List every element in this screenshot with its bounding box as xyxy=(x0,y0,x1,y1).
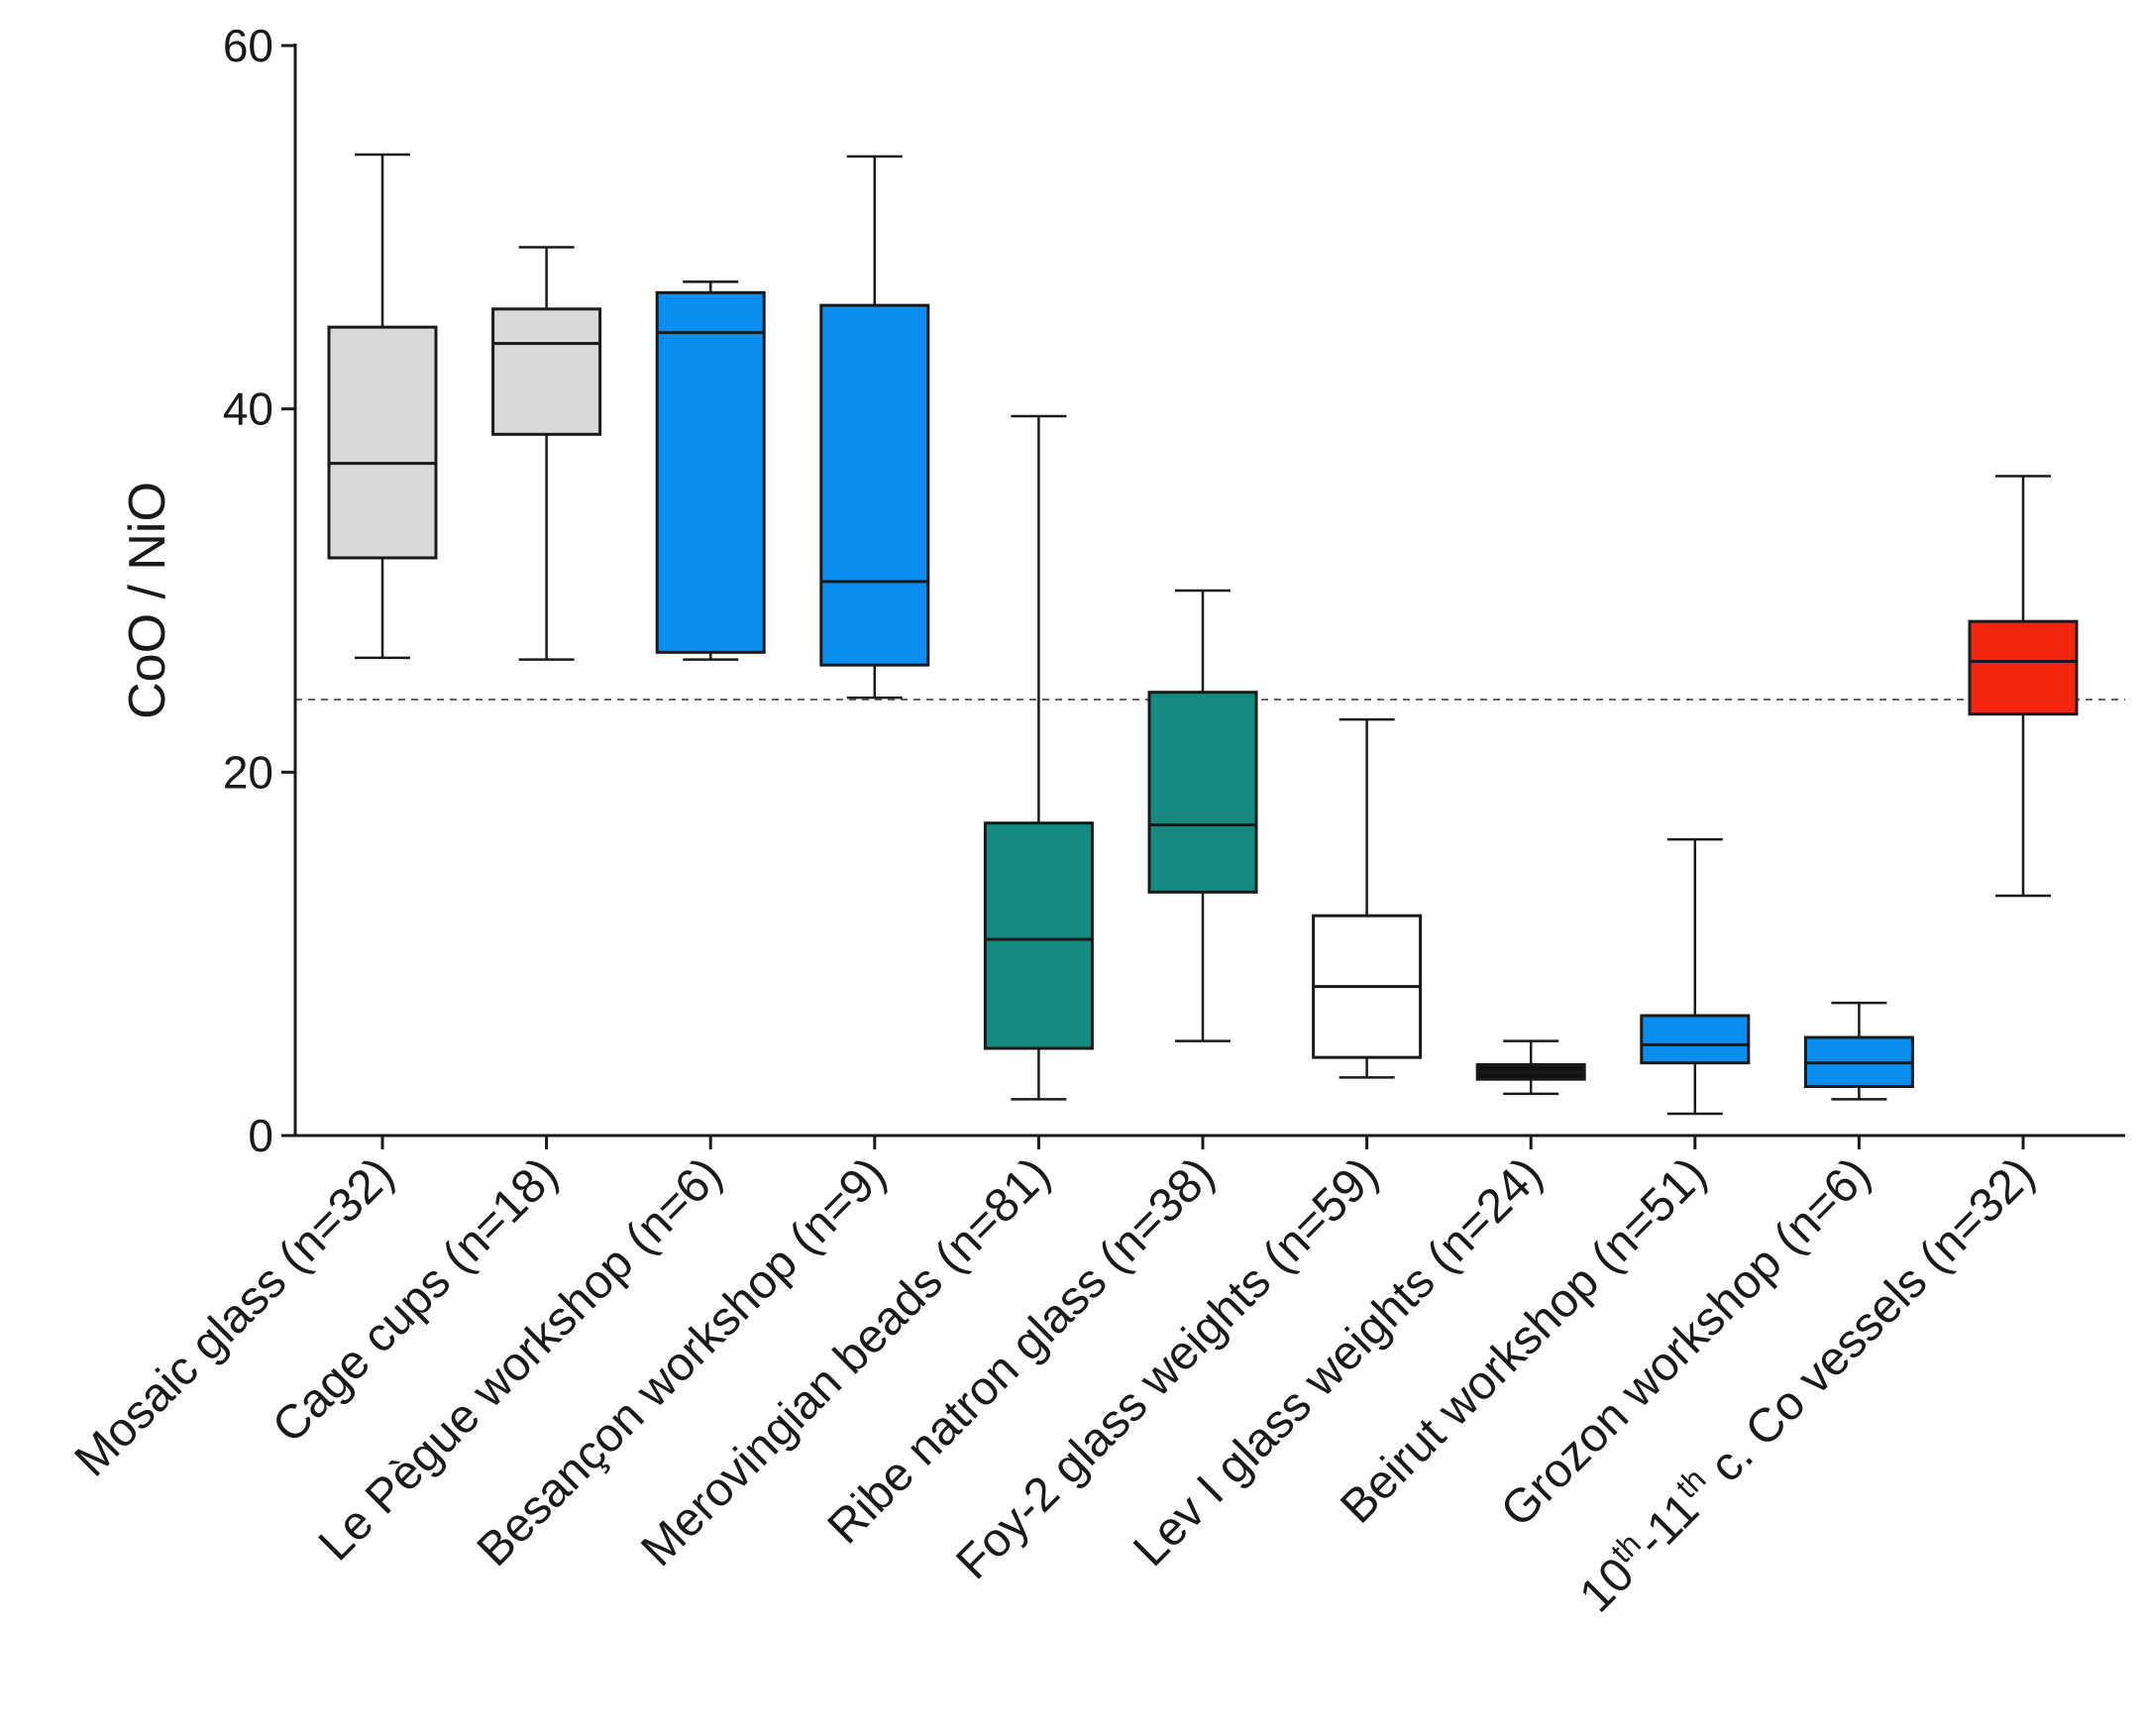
box-group xyxy=(327,153,438,660)
box-group xyxy=(491,246,602,661)
box-group xyxy=(1475,1039,1586,1096)
iqr-box xyxy=(819,303,930,667)
box-group xyxy=(1640,837,1751,1116)
box-group xyxy=(983,414,1094,1101)
y-axis-title: CoO / NiO xyxy=(119,482,176,719)
box-group xyxy=(1803,1001,1914,1101)
box-group xyxy=(1968,475,2079,898)
y-tick-label: 40 xyxy=(223,383,273,435)
iqr-box xyxy=(1640,1014,1751,1065)
category-label: Mosaic glass (n=32) xyxy=(65,1147,404,1486)
category-label: Cage cups (n=18) xyxy=(263,1147,568,1453)
box-group xyxy=(1147,589,1258,1042)
iqr-box xyxy=(1968,619,2079,716)
box-group xyxy=(655,280,766,661)
box-group xyxy=(819,155,930,700)
iqr-box xyxy=(655,290,766,654)
iqr-box xyxy=(491,307,602,436)
iqr-box xyxy=(983,821,1094,1050)
y-tick-label: 20 xyxy=(223,746,273,798)
iqr-box xyxy=(327,325,438,560)
iqr-box xyxy=(1147,691,1258,894)
y-tick-label: 0 xyxy=(248,1110,273,1161)
y-tick-label: 60 xyxy=(223,20,273,71)
box-group xyxy=(1312,717,1423,1079)
